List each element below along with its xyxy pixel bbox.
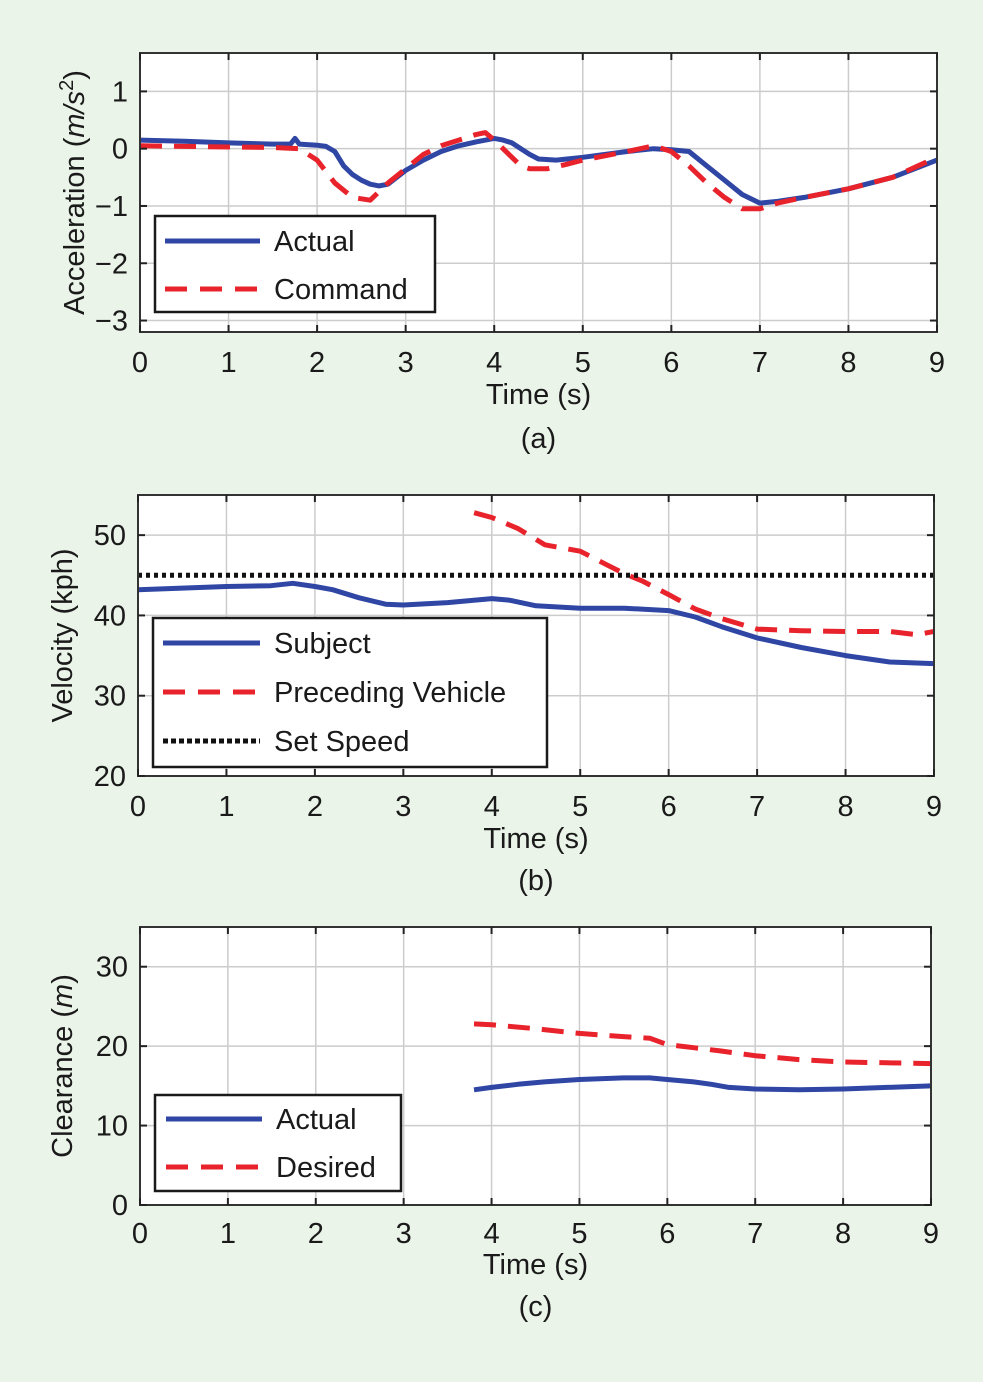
x-tick-label: 8 [835,1218,851,1250]
x-tick-label: 9 [926,791,942,823]
x-tick-label: 3 [395,791,411,823]
x-tick-label: 7 [747,1218,763,1250]
y-tick-label: 40 [94,600,126,632]
x-tick-label: 0 [132,347,148,379]
legend-box [153,1093,403,1193]
chart-c: 0 1 2 3 4 5 6 7 8 9 30 20 10 0 Time (s) (c) Clearance (m… [47,926,939,1323]
legend-label: Actual [276,1104,357,1136]
x-tick-label: 0 [130,791,146,823]
y-tick-label: 0 [112,134,128,166]
panel-caption: (a) [521,423,556,455]
y-axis-label: Velocity (kph) [47,548,79,722]
x-tick-label: 0 [132,1218,148,1250]
x-tick-label: 3 [396,1218,412,1250]
x-tick-label: 7 [749,791,765,823]
x-tick-label: 1 [220,347,236,379]
y-tick-label: 0 [112,1190,128,1222]
y-tick-label: 10 [96,1111,128,1143]
legend: Subject Preceding Vehicle Set Speed [151,616,549,769]
y-label-close: ) [59,70,91,80]
x-tick-label: 1 [220,1218,236,1250]
y-label-text: Clearance ( [47,1008,79,1158]
x-tick-label: 8 [840,347,856,379]
y-tick-label: 30 [94,681,126,713]
x-tick-label: 4 [483,1218,499,1250]
y-label-close: ) [47,974,79,984]
panel-caption: (c) [519,1291,553,1323]
panel-caption: (b) [518,865,553,897]
x-tick-label: 7 [752,347,768,379]
y-axis-label: Clearance (m) [47,974,79,1158]
x-axis-label: Time (s) [483,823,588,855]
x-tick-label: 6 [661,791,677,823]
x-tick-label: 6 [663,347,679,379]
legend-label: Subject [274,628,371,660]
plot-frame [139,52,938,333]
y-tick-label: 50 [94,520,126,552]
x-tick-label: 5 [575,347,591,379]
x-axis-label: Time (s) [483,1249,588,1281]
x-tick-label: 1 [218,791,234,823]
x-tick-label: 8 [837,791,853,823]
x-tick-label: 4 [484,791,500,823]
legend-box [153,214,437,314]
series-line-command [140,130,937,212]
x-tick-label: 3 [398,347,414,379]
y-label-unit: m [47,984,79,1008]
chart-b: 0 1 2 3 4 5 6 7 8 9 50 40 30 20 Time (s) (b) Velocity (k… [47,494,942,897]
series-line-actual [140,135,937,206]
x-axis-label: Time (s) [486,379,591,411]
x-tick-label: 5 [572,791,588,823]
x-tick-label: 5 [571,1218,587,1250]
y-tick-label: 30 [96,952,128,984]
legend: Actual Command [153,214,437,314]
x-tick-label: 2 [307,791,323,823]
plot-frame [137,494,935,777]
legend-label: Set Speed [274,726,409,758]
legend: Actual Desired [153,1093,403,1193]
y-label-text: Acceleration ( [59,137,91,315]
x-tick-label: 2 [309,347,325,379]
legend-label: Actual [274,226,355,258]
x-tick-label: 6 [659,1218,675,1250]
series-line-actual [473,1075,931,1093]
y-label-unit: m/s [59,91,91,138]
y-tick-label: −2 [95,248,128,280]
x-tick-label: 4 [486,347,502,379]
y-tick-label: 1 [112,76,128,108]
y-tick-label: −3 [95,306,128,338]
y-axis-label: Acceleration (m/s2) [56,70,91,315]
series-line-preceding-vehicle [473,510,934,638]
x-tick-label: 2 [308,1218,324,1250]
series-line-desired [473,1021,931,1067]
legend-label: Command [274,274,408,306]
y-tick-label: 20 [94,761,126,793]
y-label-superscript: 2 [56,80,78,91]
y-tick-label: 20 [96,1031,128,1063]
series-line-subject [138,580,934,667]
plot-frame [139,926,932,1206]
legend-label: Preceding Vehicle [274,677,506,709]
y-tick-label: −1 [95,191,128,223]
x-tick-label: 9 [929,347,945,379]
x-tick-label: 9 [923,1218,939,1250]
legend-label: Desired [276,1152,376,1184]
